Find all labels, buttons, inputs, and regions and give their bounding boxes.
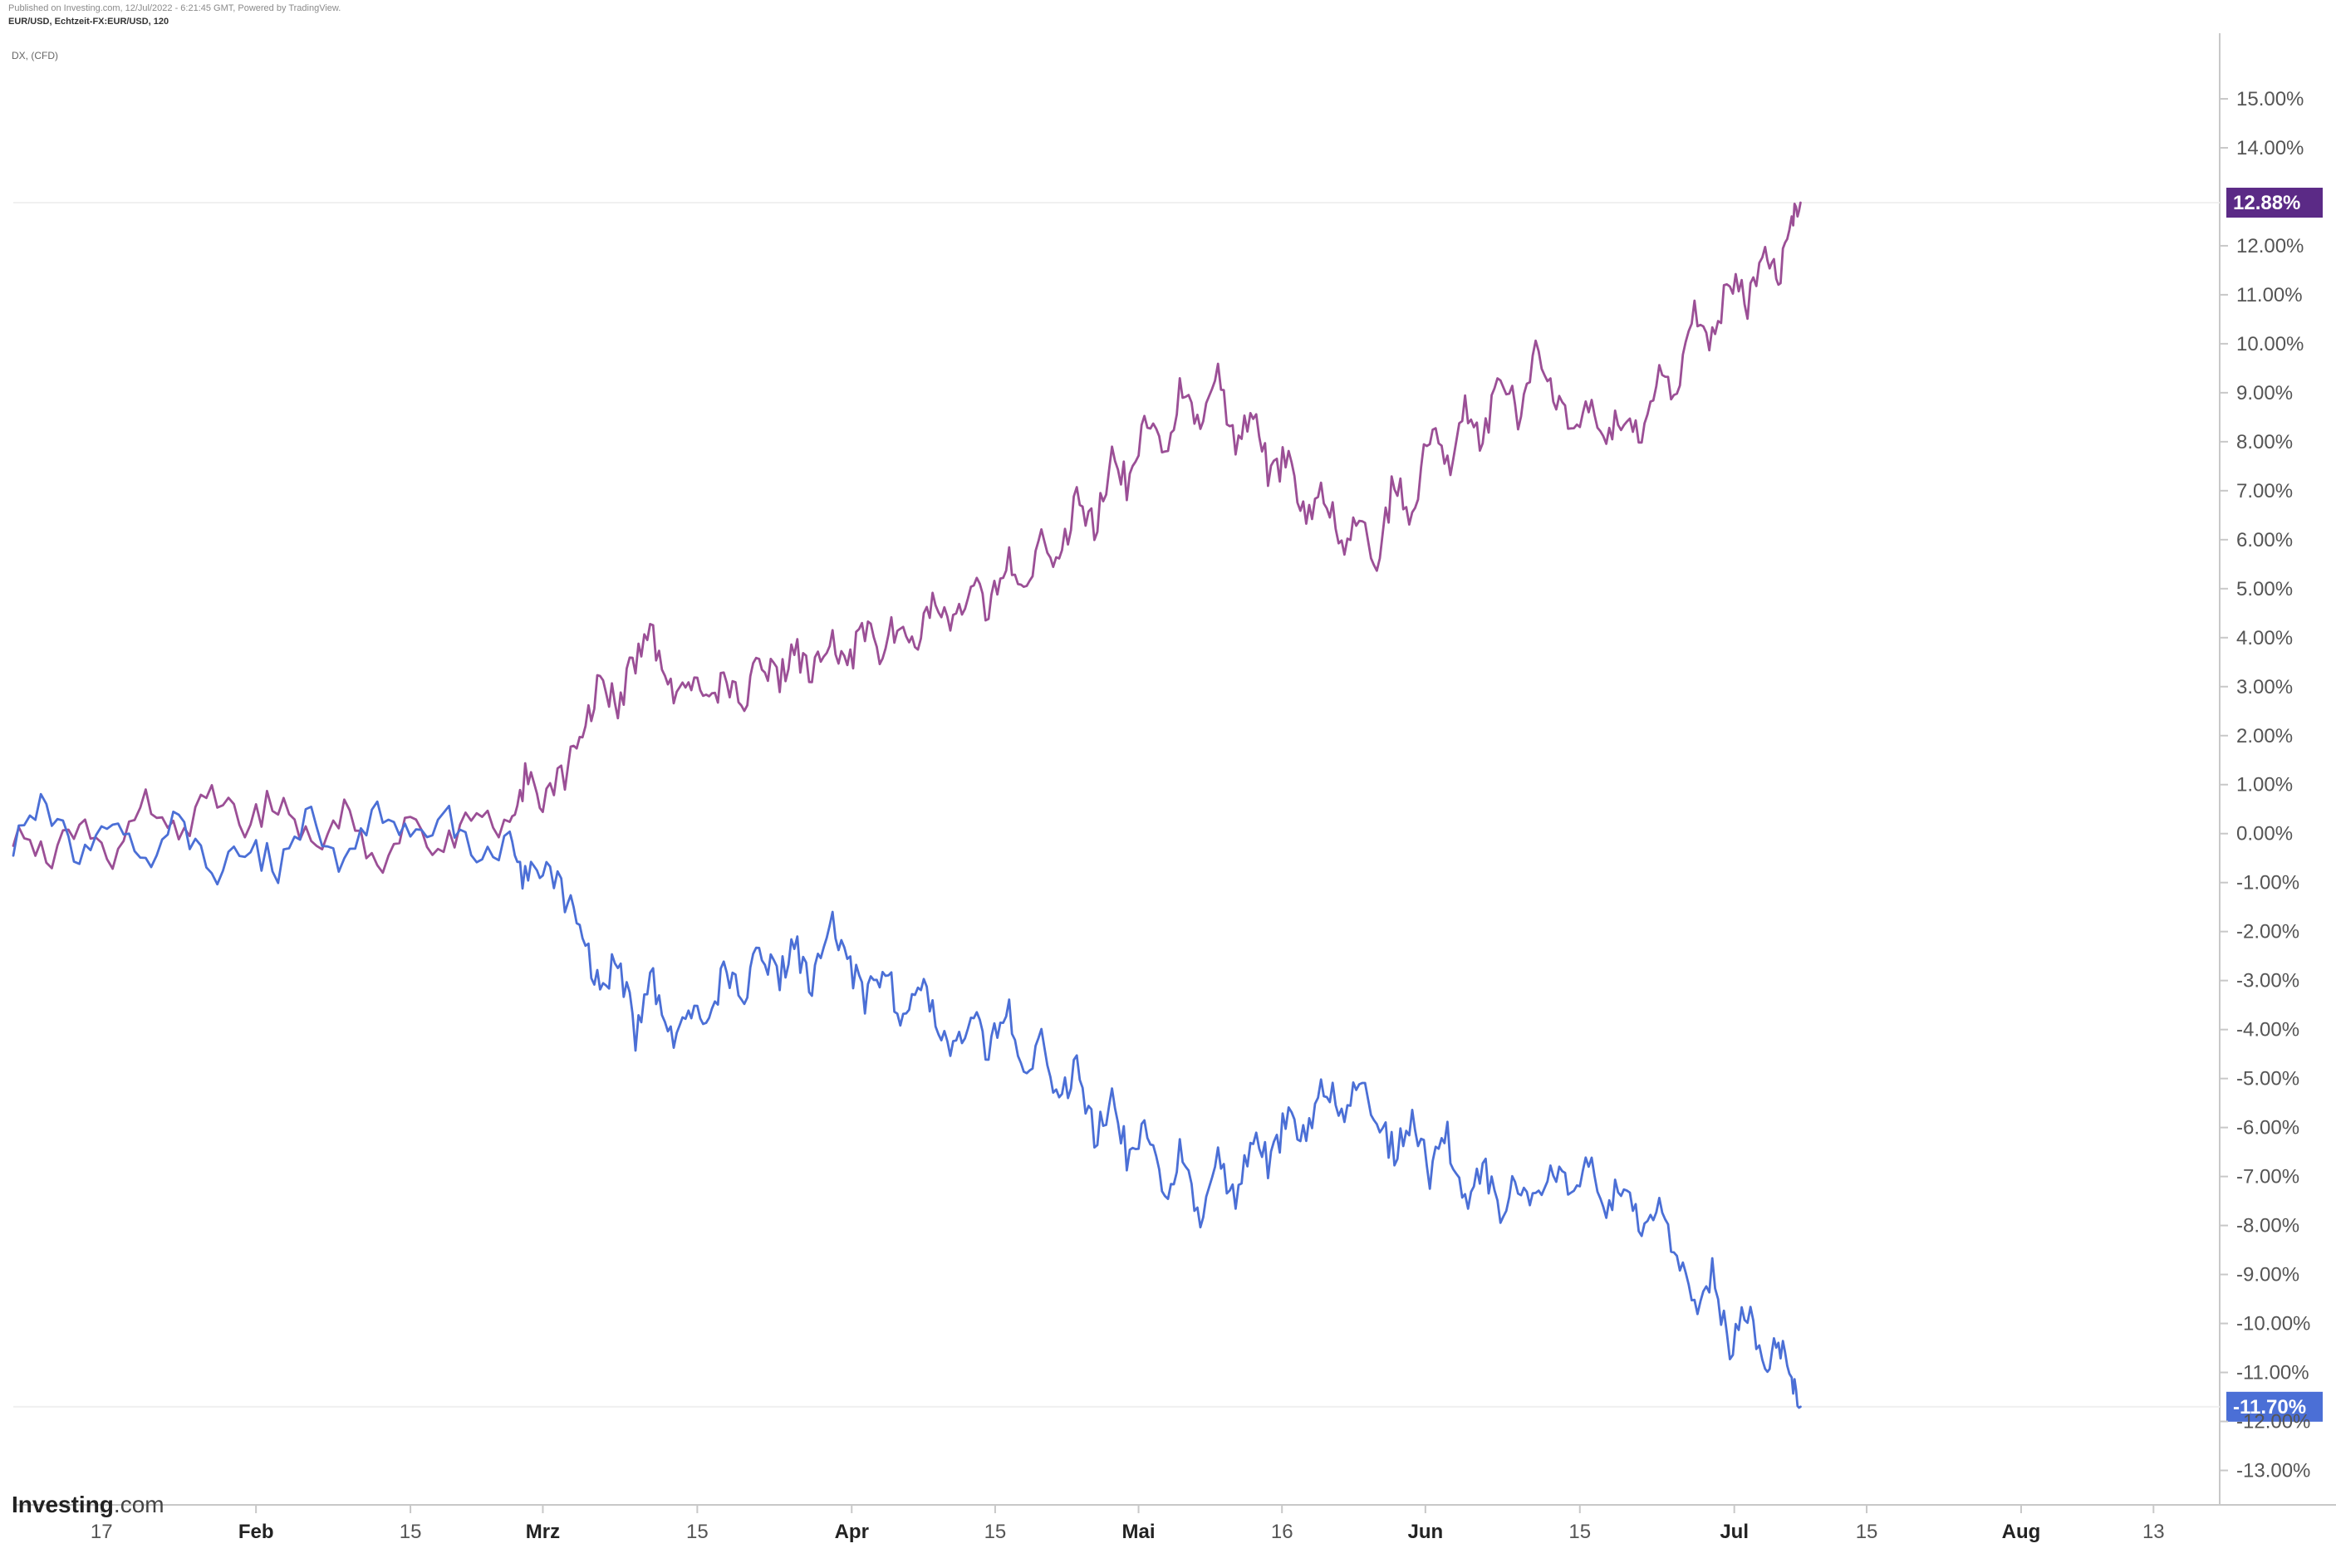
svg-text:11.00%: 11.00%: [2236, 284, 2303, 306]
logo-suffix: .com: [114, 1492, 164, 1517]
svg-text:-2.00%: -2.00%: [2236, 921, 2299, 943]
svg-text:15: 15: [686, 1521, 709, 1543]
svg-text:Jun: Jun: [1408, 1521, 1444, 1543]
svg-text:5.00%: 5.00%: [2236, 578, 2293, 600]
svg-text:1.00%: 1.00%: [2236, 774, 2293, 796]
svg-text:0.00%: 0.00%: [2236, 823, 2293, 845]
publish-meta: Published on Investing.com, 12/Jul/2022 …: [8, 3, 341, 13]
investing-logo: Investing.com: [12, 1492, 164, 1518]
svg-text:-11.00%: -11.00%: [2236, 1362, 2309, 1384]
svg-text:Mai: Mai: [1122, 1521, 1156, 1543]
svg-text:-1.00%: -1.00%: [2236, 872, 2299, 894]
svg-text:-8.00%: -8.00%: [2236, 1215, 2299, 1237]
svg-text:-13.00%: -13.00%: [2236, 1460, 2310, 1482]
svg-text:-3.00%: -3.00%: [2236, 970, 2299, 992]
svg-text:3.00%: 3.00%: [2236, 676, 2293, 698]
svg-text:Jul: Jul: [1720, 1521, 1749, 1543]
svg-text:Aug: Aug: [2002, 1521, 2041, 1543]
svg-text:7.00%: 7.00%: [2236, 480, 2293, 502]
svg-text:10.00%: 10.00%: [2236, 333, 2304, 355]
symbol-line: EUR/USD, Echtzeit-FX:EUR/USD, 120: [8, 17, 169, 27]
svg-text:4.00%: 4.00%: [2236, 627, 2293, 649]
svg-text:12.88%: 12.88%: [2233, 192, 2300, 214]
svg-text:15: 15: [1568, 1521, 1591, 1543]
svg-text:Apr: Apr: [835, 1521, 869, 1543]
svg-text:Mrz: Mrz: [526, 1521, 560, 1543]
svg-text:-5.00%: -5.00%: [2236, 1068, 2299, 1090]
svg-text:13: 13: [2142, 1521, 2165, 1543]
svg-text:-4.00%: -4.00%: [2236, 1019, 2299, 1041]
svg-text:-10.00%: -10.00%: [2236, 1313, 2310, 1335]
svg-text:12.00%: 12.00%: [2236, 235, 2304, 257]
svg-text:-9.00%: -9.00%: [2236, 1264, 2299, 1286]
svg-text:15: 15: [1856, 1521, 1878, 1543]
svg-text:-7.00%: -7.00%: [2236, 1166, 2299, 1188]
svg-text:2.00%: 2.00%: [2236, 725, 2293, 747]
svg-text:Feb: Feb: [238, 1521, 274, 1543]
svg-text:15: 15: [984, 1521, 1007, 1543]
svg-text:14.00%: 14.00%: [2236, 137, 2304, 159]
price-chart[interactable]: 15.00% 14.00% 12.88% 12.00% 11.00% 10.00% 9.00…: [0, 0, 2336, 1568]
svg-text:8.00%: 8.00%: [2236, 431, 2293, 453]
svg-text:-12.00%: -12.00%: [2236, 1411, 2310, 1433]
logo-main: Investing: [12, 1492, 114, 1517]
svg-text:15: 15: [400, 1521, 422, 1543]
svg-text:15.00%: 15.00%: [2236, 88, 2304, 110]
svg-text:6.00%: 6.00%: [2236, 529, 2293, 551]
svg-text:-6.00%: -6.00%: [2236, 1117, 2299, 1139]
chart-container: Published on Investing.com, 12/Jul/2022 …: [0, 0, 2336, 1568]
svg-text:16: 16: [1271, 1521, 1293, 1543]
svg-text:9.00%: 9.00%: [2236, 382, 2293, 404]
sub-symbol: DX, (CFD): [12, 50, 58, 61]
svg-text:17: 17: [91, 1521, 113, 1543]
